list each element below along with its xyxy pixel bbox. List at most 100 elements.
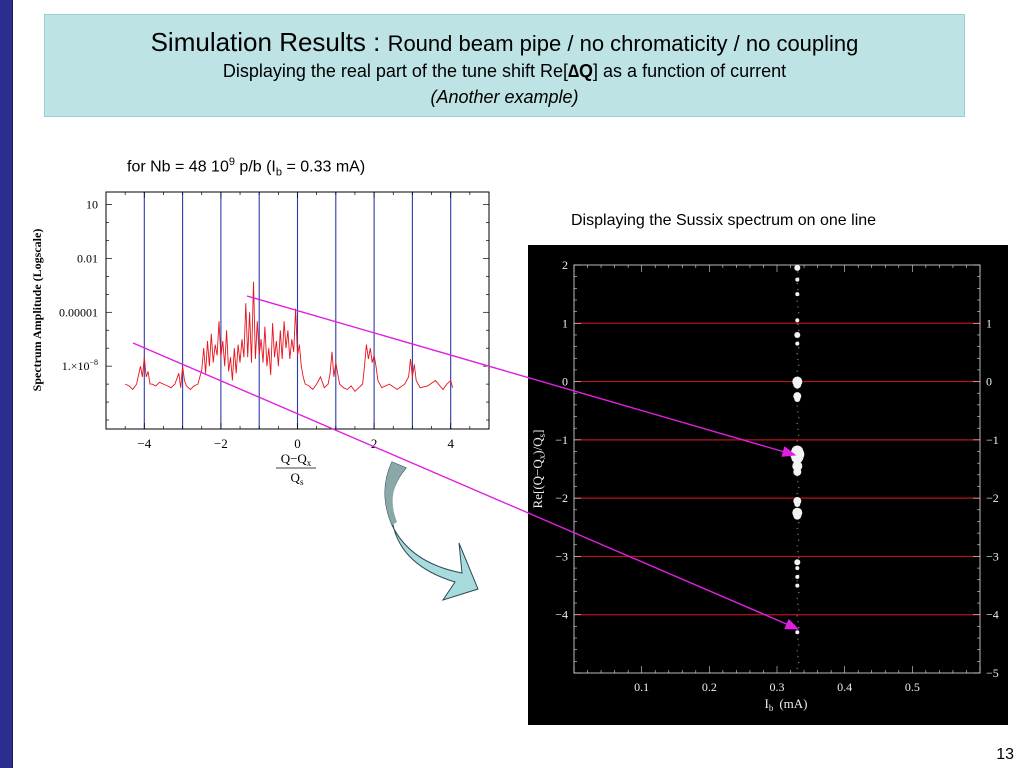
sussix-faint-point bbox=[798, 434, 800, 436]
curved-big-arrow-shade bbox=[385, 462, 406, 525]
sussix-point bbox=[795, 318, 800, 323]
slide-subtitle: Displaying the real part of the tune shi… bbox=[45, 61, 964, 82]
sussix-point bbox=[795, 292, 800, 297]
title-main: Simulation Results : bbox=[150, 27, 388, 57]
sussix-background bbox=[528, 245, 1008, 725]
y-tick-label: 10 bbox=[86, 198, 98, 212]
sussix-faint-point bbox=[798, 644, 800, 646]
sussix-faint-point bbox=[798, 329, 800, 331]
y-tick-label: 0.00001 bbox=[59, 305, 98, 319]
sussix-faint-point bbox=[796, 300, 798, 302]
sussix-faint-point bbox=[798, 591, 800, 594]
sussix-y-tick-label-left: 1 bbox=[562, 316, 568, 330]
vertical-lines bbox=[143, 192, 452, 429]
sussix-y-tick-label-left: 0 bbox=[562, 375, 568, 389]
x-label-den-sub: s bbox=[300, 477, 304, 487]
sussix-y-tick-label-right: −2 bbox=[986, 491, 999, 505]
page-number: 13 bbox=[996, 746, 1014, 763]
sussix-faint-point bbox=[798, 522, 800, 524]
sussix-faint-point bbox=[797, 411, 799, 413]
sussix-faint-point bbox=[796, 492, 798, 495]
subtitle-prefix: Displaying the real part of the tune shi… bbox=[222, 61, 569, 81]
subtitle-symbol: ∆Q bbox=[568, 61, 594, 81]
sussix-point bbox=[794, 331, 801, 338]
sussix-faint-point bbox=[797, 481, 799, 483]
sussix-faint-point bbox=[796, 545, 798, 547]
sussix-y-tick-label-left: 2 bbox=[562, 258, 568, 272]
sussix-faint-point bbox=[798, 661, 800, 664]
sussix-point bbox=[794, 559, 801, 566]
caption-mid: p/b (I bbox=[234, 158, 276, 176]
sussix-faint-point bbox=[796, 440, 798, 442]
subtitle-suffix: ] as a function of current bbox=[593, 61, 787, 81]
sussix-point bbox=[794, 264, 801, 271]
sussix-faint-point bbox=[798, 417, 800, 419]
spectrum-x-label: Q−Qx Qs bbox=[276, 451, 316, 487]
sussix-point bbox=[793, 511, 802, 520]
subtitle-italic: (Another example) bbox=[430, 87, 579, 107]
x-label-den-text: Q bbox=[291, 470, 301, 485]
x-label-num-text: Q−Q bbox=[281, 451, 308, 466]
sussix-point bbox=[793, 380, 802, 389]
sussix-faint-point bbox=[796, 370, 798, 372]
sussix-faint-point bbox=[797, 603, 799, 605]
sussix-faint-point bbox=[798, 487, 800, 489]
sussix-y-tick-label-left: −3 bbox=[555, 549, 568, 563]
y-tick-labels: 10 0.01 0.00001 1.×10−8 bbox=[59, 198, 98, 374]
sussix-point bbox=[793, 467, 802, 476]
sussix-y-label: Re[(Q−Qx)/Qs] bbox=[530, 430, 547, 509]
sussix-faint-point bbox=[798, 312, 800, 314]
sussix-y-label-prefix: Re[(Q−Q bbox=[530, 459, 545, 509]
caption-prefix: for Nb = 48 10 bbox=[127, 158, 229, 176]
sussix-faint-point bbox=[797, 533, 799, 535]
sussix-faint-point bbox=[798, 556, 800, 559]
sussix-y-tick-label-right: −5 bbox=[986, 666, 999, 680]
sussix-x-label-unit: (mA) bbox=[779, 696, 807, 711]
sussix-faint-point bbox=[796, 667, 798, 669]
sussix-faint-point bbox=[797, 306, 799, 308]
sussix-faint-point bbox=[796, 597, 798, 599]
sussix-x-tick-label: 0.2 bbox=[702, 680, 717, 694]
sussix-point bbox=[794, 500, 801, 507]
sussix-faint-point bbox=[796, 650, 798, 652]
sussix-faint-point bbox=[797, 656, 799, 658]
sussix-faint-point bbox=[797, 638, 799, 640]
x-tick-labels: −4 −2 0 2 4 bbox=[137, 436, 454, 451]
sussix-faint-point bbox=[797, 271, 799, 273]
sussix-faint-point bbox=[798, 609, 800, 611]
caption-exp: 9 bbox=[228, 156, 235, 168]
sussix-point bbox=[795, 583, 800, 588]
sussix-point bbox=[795, 341, 800, 346]
sussix-y-tick-label-left: −2 bbox=[555, 491, 568, 505]
sussix-y-tick-label-left: −1 bbox=[555, 433, 568, 447]
sussix-faint-point bbox=[796, 580, 798, 582]
right-caption: Displaying the Sussix spectrum on one li… bbox=[571, 212, 877, 229]
x-tick-label: 2 bbox=[371, 436, 378, 451]
sussix-faint-point bbox=[798, 626, 800, 629]
x-label-numerator: Q−Qx bbox=[281, 451, 312, 468]
title-box: Simulation Results : Round beam pipe / n… bbox=[44, 14, 965, 117]
sussix-faint-point bbox=[797, 428, 799, 430]
sussix-x-tick-labels: 0.1 0.2 0.3 0.4 0.5 bbox=[634, 680, 920, 694]
y-tick-exponent: −8 bbox=[89, 358, 98, 367]
x-tick-label: 0 bbox=[294, 436, 301, 451]
sussix-faint-point bbox=[798, 347, 800, 349]
caption-suffix: = 0.33 mA) bbox=[282, 158, 366, 176]
sussix-faint-point bbox=[796, 527, 798, 530]
sussix-chart: 0.1 0.2 0.3 0.4 0.5 2 1 0 −1 −2 −3 −4 1 0 −1 −2 −3 −4 −5… bbox=[528, 245, 1008, 725]
sussix-y-label-mid: )/Q bbox=[530, 437, 545, 455]
sussix-x-label-text: I bbox=[764, 696, 768, 711]
caption-subscript: b bbox=[275, 166, 282, 179]
title-sub: Round beam pipe / no chromaticity / no c… bbox=[387, 31, 859, 56]
sussix-faint-point bbox=[796, 422, 798, 425]
x-tick-label: 4 bbox=[447, 436, 454, 451]
sussix-y-label-suffix: ] bbox=[530, 430, 545, 434]
y-tick-label: 1.×10−8 bbox=[62, 358, 98, 373]
sussix-y-tick-label-right: −3 bbox=[986, 549, 999, 563]
y-tick-label: 0.01 bbox=[77, 251, 98, 265]
slide-title: Simulation Results : Round beam pipe / n… bbox=[45, 27, 964, 58]
spectrum-frame bbox=[105, 191, 490, 430]
sussix-faint-point bbox=[796, 352, 798, 355]
sussix-faint-point bbox=[797, 288, 799, 291]
x-tick-label: −4 bbox=[137, 436, 151, 451]
